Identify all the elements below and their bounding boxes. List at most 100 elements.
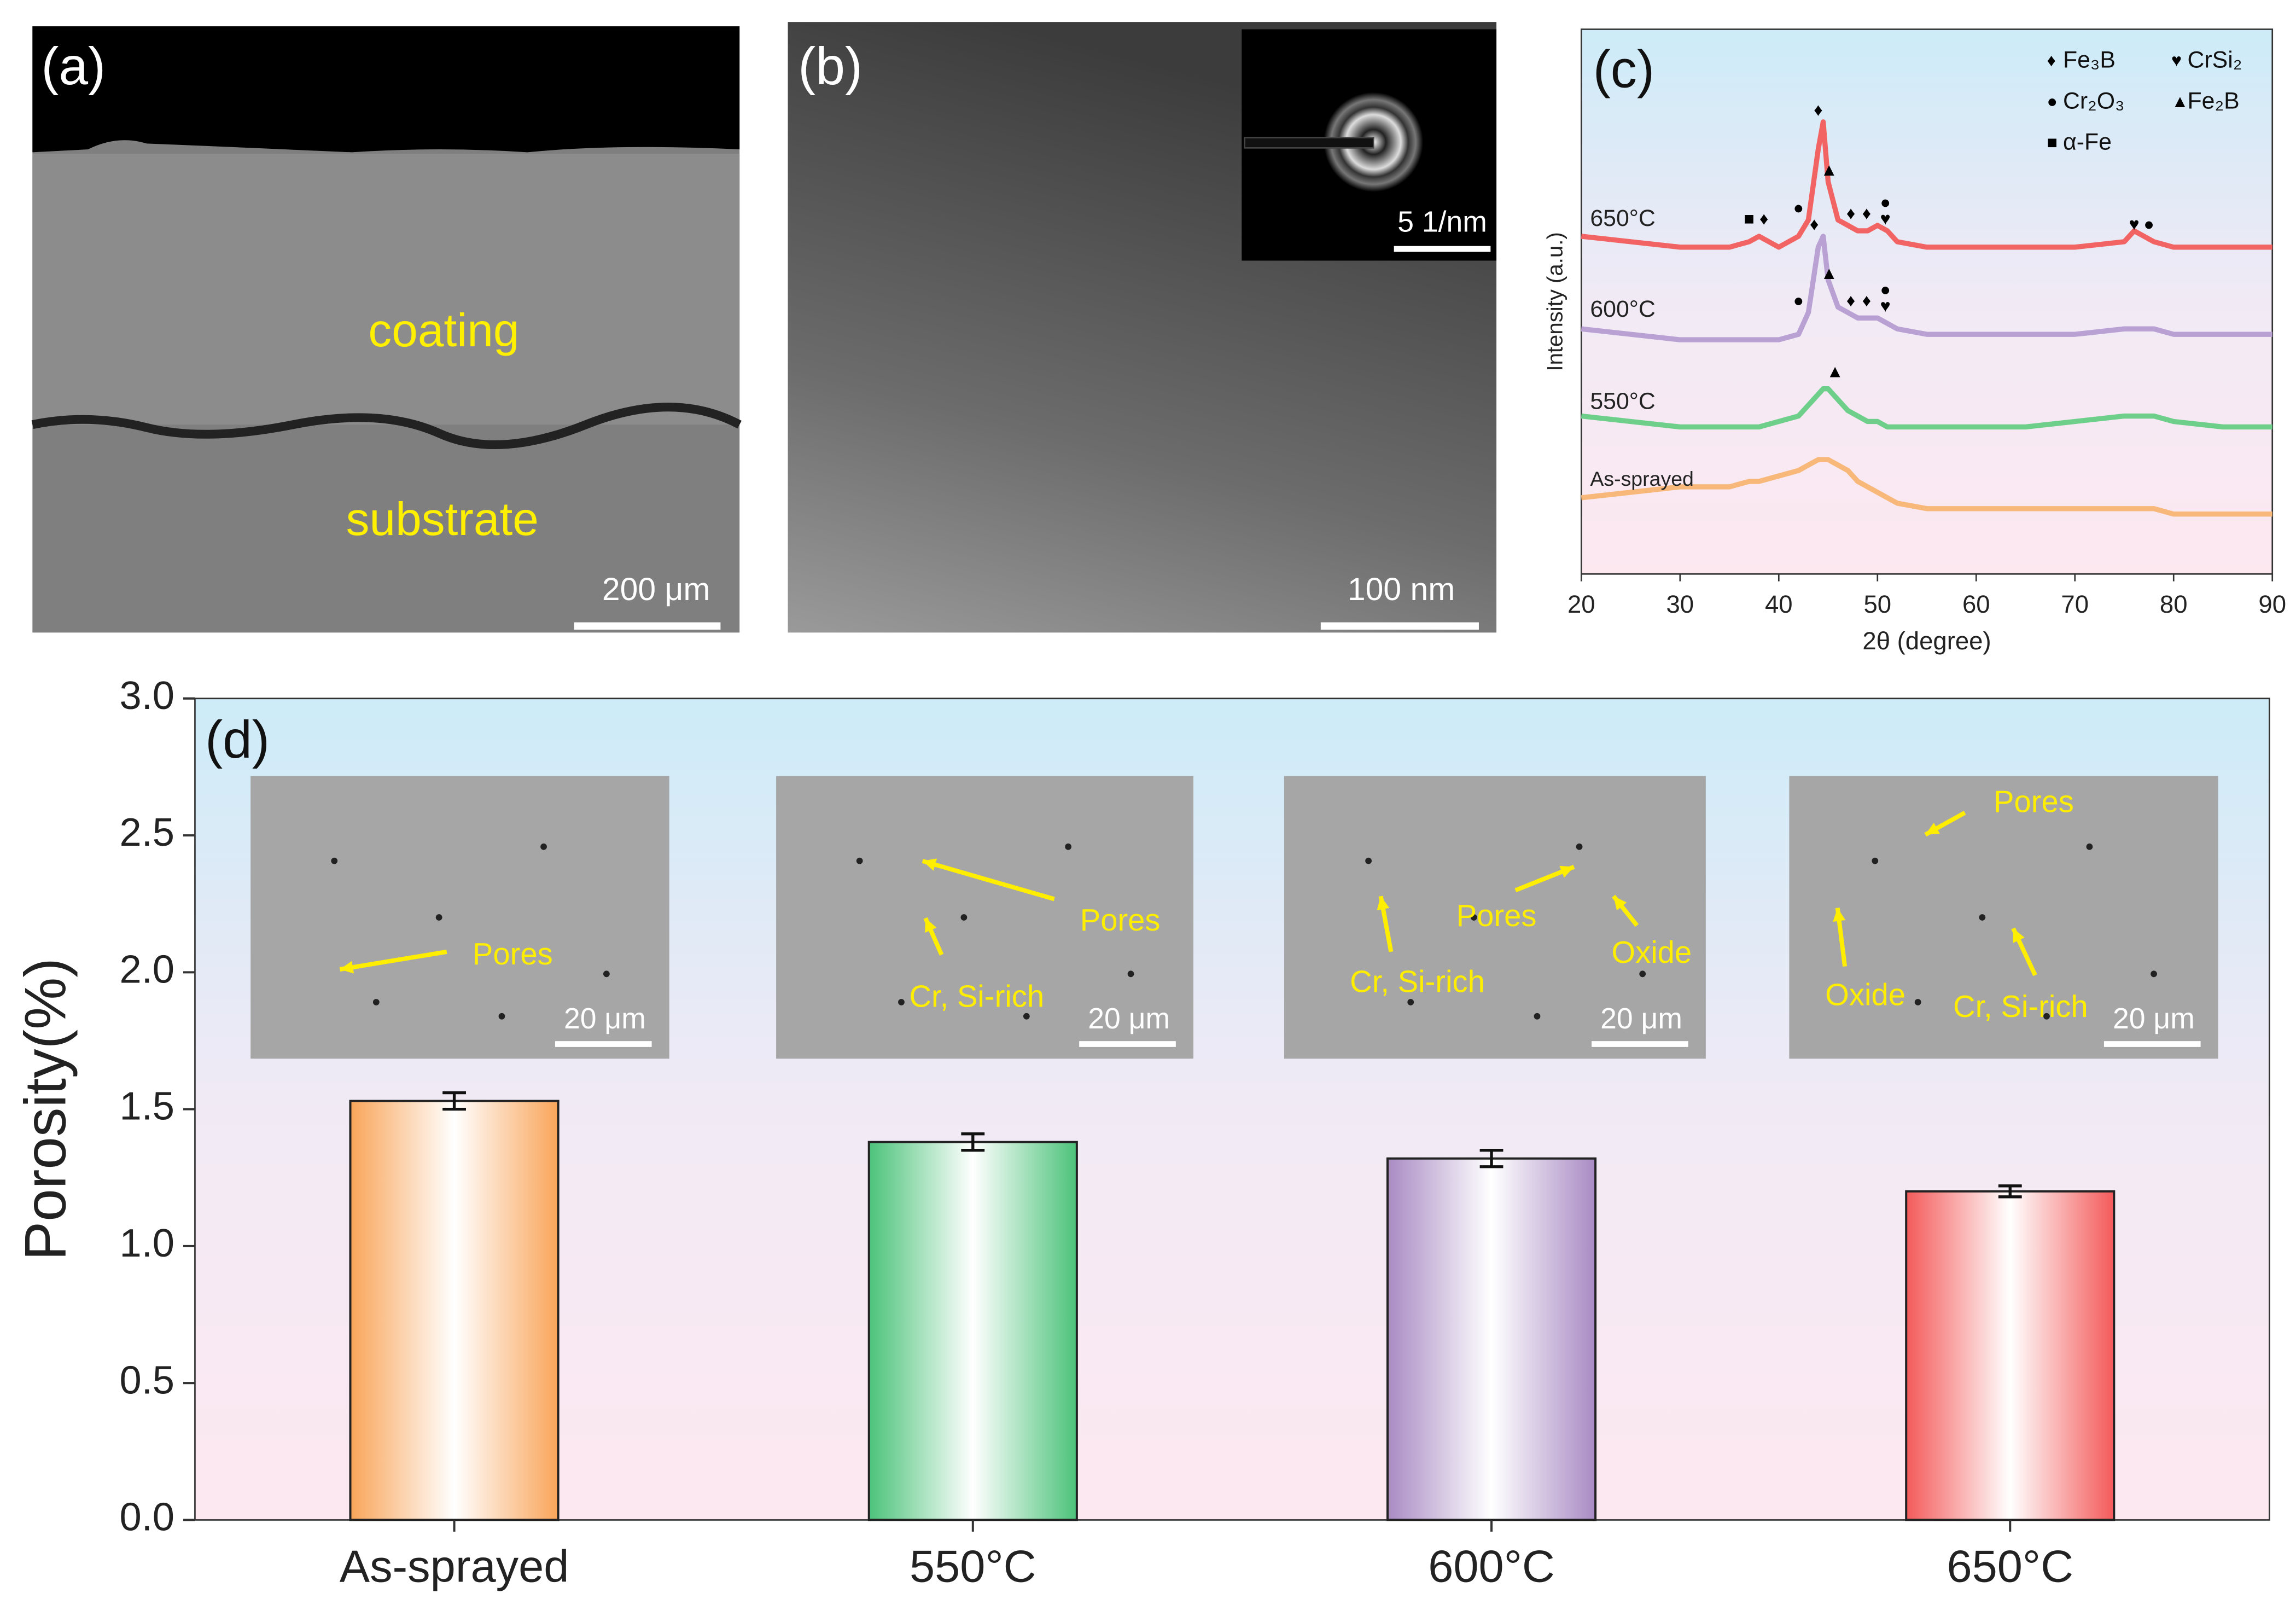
inset-annotation: Pores	[1994, 784, 2074, 818]
scale-bar	[1320, 622, 1479, 630]
xrd-curve	[1581, 457, 2272, 517]
series-label: 650°C	[1590, 205, 1655, 231]
scale-bar-label: 5 1/nm	[1397, 206, 1487, 239]
bar	[1386, 1157, 1597, 1521]
panel-label: (b)	[798, 37, 863, 96]
legend-label: Fe₂B	[2187, 88, 2239, 114]
pore	[1639, 970, 1646, 978]
xrd-curve	[1581, 234, 2272, 342]
peak-marker: ♦	[1846, 290, 1855, 310]
inset-annotation: Cr, Si-rich	[1953, 989, 2088, 1024]
pore	[1470, 914, 1477, 921]
pore	[1023, 1013, 1030, 1020]
peak-marker: ♦	[1846, 203, 1855, 223]
pore	[1127, 970, 1134, 978]
scale-bar	[555, 1041, 652, 1047]
arrow-head	[922, 858, 937, 871]
legend-label: Cr₂O₃	[2063, 88, 2125, 114]
error-bar	[1998, 1184, 2022, 1199]
legend-symbol: ♦	[2047, 50, 2056, 70]
xrd-curve	[1581, 386, 2272, 430]
legend-label: CrSi₂	[2187, 47, 2242, 73]
x-tick-label: 20	[1567, 590, 1595, 618]
arrow-head	[1377, 896, 1390, 910]
pore	[1365, 857, 1372, 864]
x-tick-label: 70	[2061, 590, 2089, 618]
pore	[1065, 843, 1072, 850]
scale-bar	[1592, 1041, 1688, 1047]
peak-marker: ■	[1744, 209, 1754, 229]
peak-marker: ●	[1880, 193, 1891, 212]
pore	[1979, 914, 1986, 921]
x-tick-label: 650°C	[1947, 1540, 2073, 1591]
panel-label: (a)	[41, 37, 106, 96]
pore	[898, 999, 905, 1005]
pore	[1407, 999, 1414, 1005]
panel-label: (d)	[205, 711, 270, 769]
x-tick-label: 30	[1666, 590, 1694, 618]
legend-symbol: ▲	[2171, 91, 2189, 111]
pore	[498, 1013, 505, 1020]
y-tick-label: 1.5	[119, 1085, 174, 1129]
inset-annotation: Cr, Si-rich	[909, 979, 1044, 1013]
inset-annotation: Pores	[473, 937, 553, 971]
y-axis-label: Porosity(%)	[13, 958, 78, 1260]
peak-marker: ▲	[1820, 263, 1838, 283]
peak-marker: ♦	[1810, 214, 1819, 234]
pore	[331, 857, 338, 864]
arrow-line	[339, 949, 447, 972]
series-label: 600°C	[1590, 296, 1655, 322]
pore	[2043, 1013, 2050, 1020]
scale-bar-label: 200 μm	[602, 572, 710, 607]
inset-micrograph	[776, 776, 1193, 1059]
peak-marker: ♦	[1814, 100, 1822, 119]
pore	[372, 999, 380, 1005]
arrow-head	[340, 961, 354, 974]
pore	[2086, 843, 2093, 850]
beam-stopper	[1244, 137, 1374, 149]
scale-bar-label: 20 μm	[1088, 1003, 1170, 1035]
scale-bar	[1079, 1041, 1176, 1047]
peak-marker: ♥	[1880, 209, 1891, 229]
pore	[603, 970, 610, 978]
bar	[867, 1141, 1078, 1521]
x-tick-label: 550°C	[910, 1540, 1036, 1591]
x-tick-label: 60	[1962, 590, 1990, 618]
peak-marker: ●	[2143, 214, 2154, 234]
scale-bar	[1394, 246, 1491, 252]
bar	[1905, 1190, 2116, 1521]
peak-marker: ●	[1793, 198, 1804, 218]
error-bar	[961, 1132, 985, 1152]
peak-marker: ▲	[1826, 361, 1844, 381]
inset-micrograph	[1789, 776, 2218, 1059]
inset-annotation: Cr, Si-rich	[1350, 964, 1485, 999]
pore	[435, 914, 442, 921]
arrow-head	[1925, 822, 1940, 835]
y-tick-label: 3.0	[119, 674, 174, 718]
y-tick-label: 1.0	[119, 1222, 174, 1265]
x-tick-label: 50	[1863, 590, 1891, 618]
plot-area-c	[1580, 28, 2274, 575]
pore	[960, 914, 968, 921]
peak-marker: ▲	[1820, 160, 1838, 179]
arrow-head	[925, 918, 937, 933]
pore	[540, 843, 547, 850]
y-tick-label: 2.5	[119, 811, 174, 854]
legend-symbol: ■	[2047, 132, 2058, 152]
arrow-line	[922, 859, 1055, 902]
legend-label: Fe₃B	[2063, 47, 2116, 73]
error-bar	[442, 1091, 466, 1111]
y-tick-label: 0.0	[119, 1496, 174, 1539]
inset-annotation: Pores	[1456, 898, 1537, 933]
pore	[1576, 843, 1583, 850]
legend-symbol: ♥	[2171, 50, 2182, 70]
arrow-head	[1833, 908, 1846, 922]
pore	[856, 857, 863, 864]
series-label: As-sprayed	[1590, 467, 1694, 490]
peak-marker: ♥	[1880, 296, 1891, 316]
peak-marker: ♦	[1759, 209, 1768, 229]
inset-micrograph	[250, 776, 669, 1059]
interface	[31, 403, 742, 449]
error-bar	[1479, 1149, 1504, 1168]
